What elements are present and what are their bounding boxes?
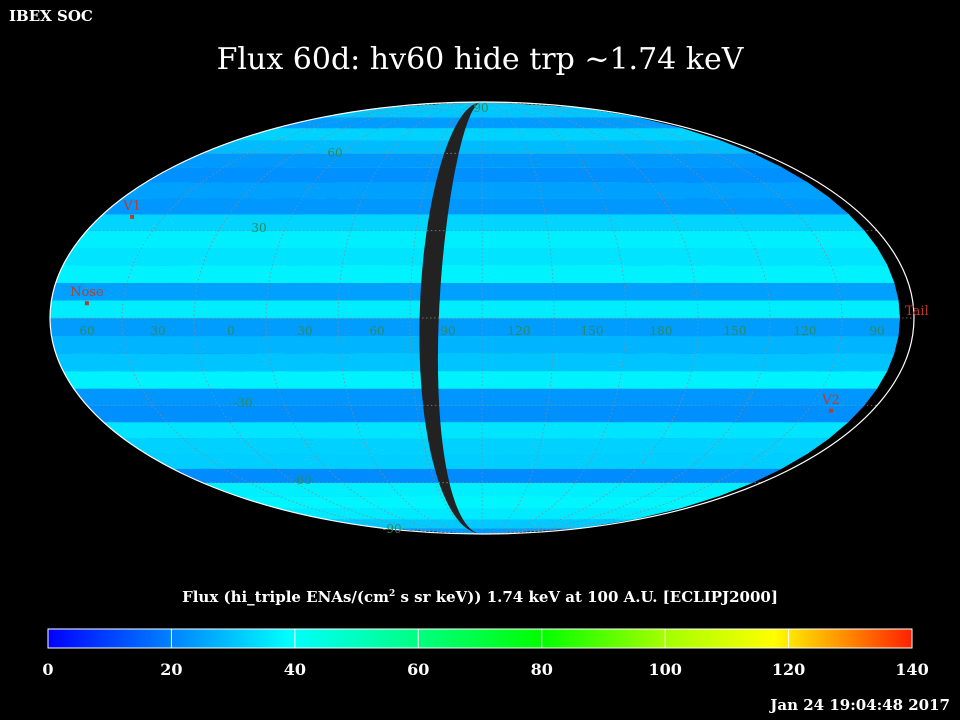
flux-tile bbox=[50, 317, 900, 337]
colorbar-tick-label: 120 bbox=[771, 660, 806, 679]
colorbar-tick-label: 140 bbox=[895, 660, 929, 679]
colorbar-tick-label: 60 bbox=[407, 660, 430, 679]
colorbar-tick-label: 40 bbox=[283, 660, 306, 679]
colorbar-tick-label: 20 bbox=[160, 660, 183, 679]
colorbar-tick-label: 80 bbox=[530, 660, 553, 679]
header-label: IBEX SOC bbox=[9, 7, 93, 25]
page-title: Flux 60d: hv60 hide trp ~1.74 keV bbox=[216, 42, 744, 77]
timestamp: Jan 24 19:04:48 2017 bbox=[770, 696, 950, 714]
colorbar-tick-label: 0 bbox=[42, 660, 54, 679]
colorbar-tick-label: 100 bbox=[648, 660, 682, 679]
colorbar-gradient bbox=[47, 628, 913, 649]
